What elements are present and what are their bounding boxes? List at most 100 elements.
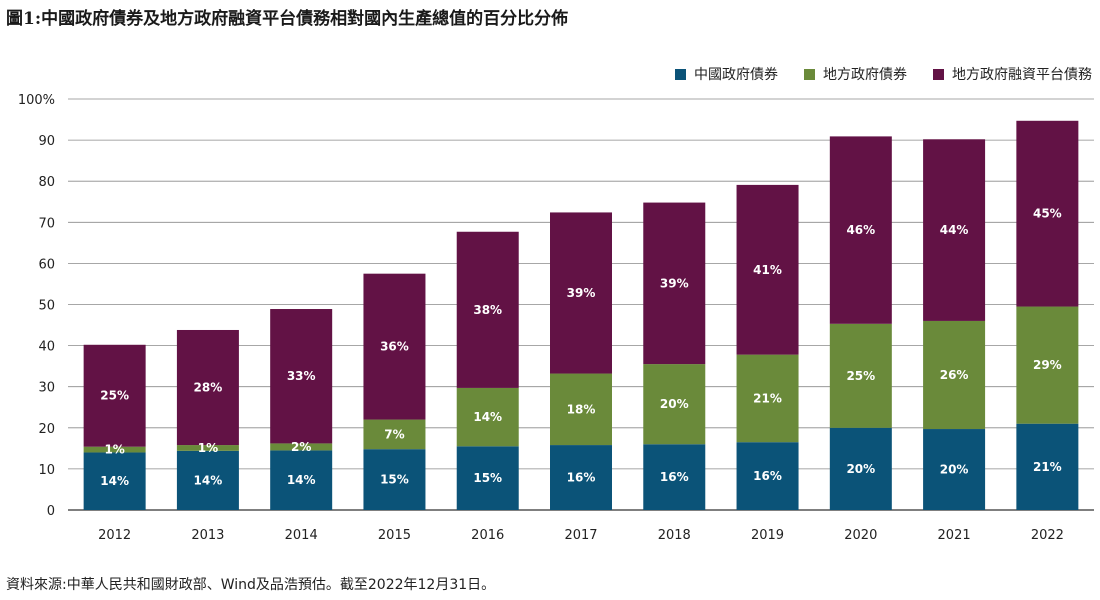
bar-central-bonds <box>550 445 612 510</box>
legend-item-lgfv-debt: 地方政府融資平台債務 <box>933 64 1092 84</box>
data-label: 44% <box>940 223 969 237</box>
bar-lgfv-debt <box>83 344 146 447</box>
data-label: 14% <box>194 473 223 487</box>
data-label: 16% <box>567 471 596 485</box>
legend-swatch-central-bonds <box>675 68 686 80</box>
legend-swatch-local-bonds <box>804 68 815 80</box>
data-label: 1% <box>198 441 218 455</box>
bar-local-bonds <box>829 323 892 428</box>
bar-lgfv-debt <box>643 202 706 365</box>
bar-central-bonds <box>83 452 146 510</box>
data-label: 15% <box>380 473 409 487</box>
legend: 中國政府債券 地方政府債券 地方政府融資平台債務 <box>675 64 1092 84</box>
bar-lgfv-debt <box>456 231 519 388</box>
y-tick-label: 90 <box>38 134 55 149</box>
y-tick-label: 70 <box>38 216 55 231</box>
legend-item-central-bonds: 中國政府債券 <box>675 64 778 84</box>
bar-central-bonds <box>829 427 892 510</box>
y-tick-label: 50 <box>38 299 55 314</box>
data-label: 14% <box>473 410 502 424</box>
bar-local-bonds <box>923 320 986 430</box>
x-tick-label: 2012 <box>98 528 131 543</box>
data-label: 7% <box>384 427 404 441</box>
data-label: 33% <box>287 369 316 383</box>
data-label: 14% <box>287 473 316 487</box>
data-label: 16% <box>753 469 782 483</box>
data-label: 29% <box>1033 358 1062 372</box>
data-label: 46% <box>846 223 875 237</box>
bar-lgfv-debt <box>270 309 333 444</box>
bar-local-bonds <box>1016 306 1079 424</box>
y-axis-ticks: 0 10 20 30 40 50 60 70 80 90 100% <box>18 93 55 519</box>
x-tick-label: 2021 <box>938 528 971 543</box>
data-label: 16% <box>660 470 689 484</box>
bar-local-bonds <box>363 419 426 450</box>
data-label: 21% <box>753 391 782 405</box>
legend-label-lgfv-debt: 地方政府融資平台債務 <box>952 67 1092 83</box>
legend-label-central-bonds: 中國政府債券 <box>694 67 778 83</box>
x-tick-label: 2016 <box>471 528 504 543</box>
legend-item-local-bonds: 地方政府債券 <box>804 64 907 84</box>
bar-lgfv-debt <box>176 329 239 446</box>
data-label: 15% <box>473 471 502 485</box>
y-tick-label: 40 <box>38 340 55 355</box>
source-note: 資料來源:中華人民共和國財政部、Wind及品浩預估。截至2022年12月31日。 <box>6 577 496 593</box>
x-axis-ticks: 2012 2013 2014 2015 2016 2017 2018 2019 2020 2021… <box>98 528 1064 543</box>
bar-lgfv-debt <box>829 136 892 324</box>
bars <box>83 120 1079 510</box>
data-label: 14% <box>100 474 129 488</box>
x-tick-label: 2014 <box>285 528 318 543</box>
y-tick-label: 10 <box>38 463 55 478</box>
data-label: 38% <box>473 303 502 317</box>
bar-central-bonds <box>363 449 426 510</box>
data-label: 26% <box>940 368 969 382</box>
y-tick-label: 60 <box>38 257 55 272</box>
bar-local-bonds <box>736 354 799 443</box>
data-label: 21% <box>1033 460 1062 474</box>
y-tick-label: 30 <box>38 381 55 396</box>
bar-local-bonds <box>176 445 239 451</box>
legend-swatch-lgfv-debt <box>933 68 944 80</box>
bar-local-bonds <box>83 446 146 453</box>
bar-central-bonds <box>923 429 986 510</box>
bar-lgfv-debt <box>736 184 799 355</box>
data-label: 39% <box>660 276 689 290</box>
bar-lgfv-debt <box>923 139 986 321</box>
x-tick-label: 2013 <box>191 528 224 543</box>
data-label: 18% <box>567 402 596 416</box>
bar-local-bonds <box>550 373 612 446</box>
data-labels: 14% 1% 25% 14% 1% 28% 14% 2% 33% 15% 7% 36% 15% 14% 38… <box>100 207 1061 489</box>
data-label: 25% <box>846 369 875 383</box>
bar-local-bonds <box>270 443 333 451</box>
bar-central-bonds <box>736 442 799 510</box>
y-tick-label: 20 <box>38 422 55 437</box>
data-label: 20% <box>660 397 689 411</box>
x-tick-label: 2022 <box>1031 528 1064 543</box>
chart-title: 圖1:中國政府債券及地方政府融資平台債務相對國內生產總值的百分比分佈 <box>6 9 569 29</box>
x-tick-label: 2020 <box>844 528 877 543</box>
x-tick-label: 2015 <box>378 528 411 543</box>
y-tick-label: 80 <box>38 175 55 190</box>
y-tick-label: 100% <box>18 93 55 108</box>
data-label: 2% <box>291 440 311 454</box>
bar-local-bonds <box>456 387 519 447</box>
x-tick-label: 2018 <box>658 528 691 543</box>
bar-lgfv-debt <box>550 212 612 374</box>
data-label: 20% <box>940 463 969 477</box>
data-label: 28% <box>194 381 223 395</box>
x-tick-label: 2017 <box>564 528 597 543</box>
bar-central-bonds <box>1016 423 1079 510</box>
x-tick-label: 2019 <box>751 528 784 543</box>
bar-lgfv-debt <box>1016 120 1079 307</box>
data-label: 20% <box>846 462 875 476</box>
bar-central-bonds <box>456 446 519 510</box>
bar-central-bonds <box>270 450 333 510</box>
bar-lgfv-debt <box>363 273 426 420</box>
y-tick-label: 0 <box>47 504 55 519</box>
data-label: 36% <box>380 340 409 354</box>
data-label: 39% <box>567 286 596 300</box>
data-label: 45% <box>1033 207 1062 221</box>
data-label: 25% <box>100 389 129 403</box>
legend-label-local-bonds: 地方政府債券 <box>823 67 907 83</box>
